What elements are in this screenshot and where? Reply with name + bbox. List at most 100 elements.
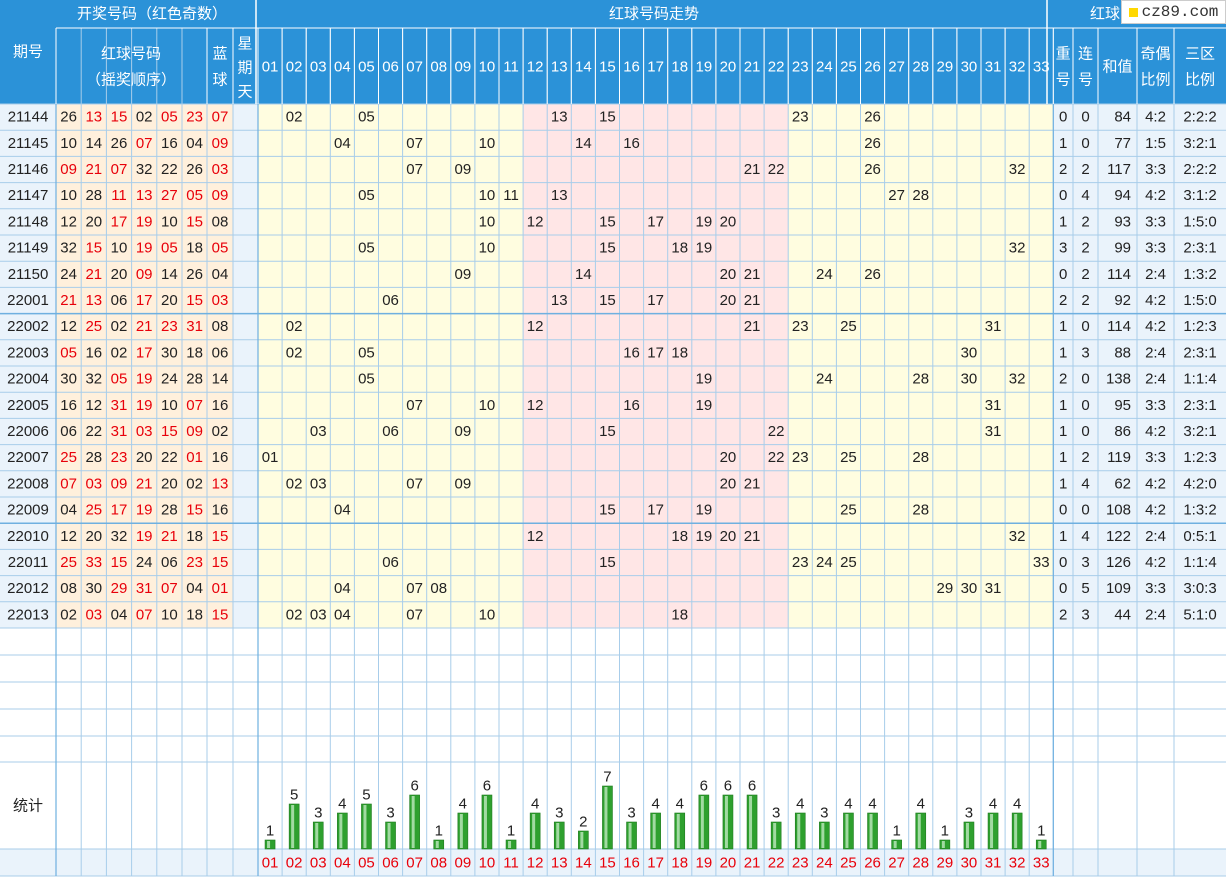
site-logo[interactable]: cz89.com bbox=[1121, 0, 1226, 24]
red-number-cell: 27 bbox=[161, 187, 178, 204]
trend-hit-cell: 25 bbox=[840, 502, 857, 519]
red-number-cell: 02 bbox=[60, 606, 77, 623]
red-number-cell: 04 bbox=[111, 606, 128, 623]
trend-hit-cell: 02 bbox=[286, 475, 303, 492]
zone-cell: 3:2:1 bbox=[1183, 135, 1216, 152]
sum-cell: 84 bbox=[1114, 109, 1131, 126]
trend-hit-cell: 04 bbox=[334, 606, 351, 623]
trend-hit-cell: 20 bbox=[720, 292, 737, 309]
period-cell: 22004 bbox=[7, 371, 49, 388]
red-number-cell: 10 bbox=[60, 135, 77, 152]
trend-hit-cell: 05 bbox=[358, 240, 375, 257]
red-number-cell: 28 bbox=[161, 502, 178, 519]
red-number-cell: 18 bbox=[186, 240, 203, 257]
bottom-number-15: 15 bbox=[599, 855, 616, 872]
consecutive-cell: 0 bbox=[1081, 371, 1089, 388]
period-cell: 22008 bbox=[7, 475, 49, 492]
trend-hit-cell: 28 bbox=[912, 371, 929, 388]
red-number-cell: 31 bbox=[111, 423, 128, 440]
zone-cell: 1:1:4 bbox=[1183, 371, 1216, 388]
stats-bar-shine bbox=[700, 796, 704, 848]
red-number-cell: 26 bbox=[60, 109, 77, 126]
red-number-cell: 20 bbox=[161, 292, 178, 309]
bottom-number-17: 17 bbox=[647, 855, 664, 872]
trend-hit-cell: 18 bbox=[671, 344, 688, 361]
bottom-number-27: 27 bbox=[888, 855, 905, 872]
trend-hit-cell: 10 bbox=[479, 606, 496, 623]
repeat-cell: 2 bbox=[1059, 371, 1067, 388]
period-cell: 21149 bbox=[8, 240, 49, 257]
zone-cell: 1:2:3 bbox=[1183, 318, 1216, 335]
red-number-cell: 15 bbox=[186, 213, 203, 230]
trend-hit-cell: 05 bbox=[358, 187, 375, 204]
red-number-cell: 31 bbox=[186, 318, 203, 335]
odd-even-cell: 2:4 bbox=[1145, 528, 1166, 545]
red-number-cell: 05 bbox=[186, 187, 203, 204]
trend-hit-cell: 25 bbox=[840, 554, 857, 571]
zone-cell: 1:1:4 bbox=[1183, 554, 1216, 571]
consecutive-cell: 3 bbox=[1081, 554, 1089, 571]
zone-cell: 1:5:0 bbox=[1183, 292, 1216, 309]
trend-hit-cell: 19 bbox=[696, 528, 713, 545]
trend-hit-cell: 20 bbox=[720, 266, 737, 283]
red-number-cell: 09 bbox=[136, 266, 153, 283]
red-number-cell: 19 bbox=[136, 371, 153, 388]
red-number-cell: 03 bbox=[136, 423, 153, 440]
header-consecutive: 连 bbox=[1078, 46, 1093, 63]
stats-bar-label: 3 bbox=[627, 805, 635, 822]
red-number-cell: 28 bbox=[85, 187, 102, 204]
repeat-cell: 2 bbox=[1059, 606, 1067, 623]
trend-hit-cell: 23 bbox=[792, 554, 809, 571]
stats-bar-label: 4 bbox=[459, 796, 467, 813]
consecutive-cell: 2 bbox=[1081, 213, 1089, 230]
header-number-33: 33 bbox=[1033, 59, 1050, 76]
odd-even-cell: 3:3 bbox=[1145, 449, 1166, 466]
red-number-cell: 04 bbox=[186, 135, 203, 152]
trend-hit-cell: 21 bbox=[744, 475, 761, 492]
zone-cell: 3:0:3 bbox=[1183, 580, 1216, 597]
blue-number-cell: 15 bbox=[212, 554, 229, 571]
period-cell: 22006 bbox=[7, 423, 49, 440]
trend-hit-cell: 31 bbox=[985, 423, 1002, 440]
sum-cell: 119 bbox=[1107, 449, 1131, 466]
bottom-number-30: 30 bbox=[961, 855, 978, 872]
consecutive-cell: 0 bbox=[1081, 318, 1089, 335]
sum-cell: 122 bbox=[1106, 528, 1131, 545]
red-number-cell: 15 bbox=[85, 240, 102, 257]
red-number-cell: 06 bbox=[161, 554, 178, 571]
trend-hit-cell: 17 bbox=[647, 292, 664, 309]
repeat-cell: 1 bbox=[1059, 213, 1067, 230]
stats-bar-shine bbox=[628, 823, 632, 848]
trend-hit-cell: 02 bbox=[286, 109, 303, 126]
red-number-cell: 19 bbox=[136, 240, 153, 257]
red-number-cell: 18 bbox=[186, 606, 203, 623]
red-number-cell: 22 bbox=[161, 449, 178, 466]
red-number-cell: 12 bbox=[85, 397, 102, 414]
trend-hit-cell: 23 bbox=[792, 109, 809, 126]
repeat-cell: 1 bbox=[1059, 318, 1067, 335]
period-cell: 22012 bbox=[7, 580, 49, 597]
consecutive-cell: 4 bbox=[1081, 528, 1089, 545]
stats-bar-label: 4 bbox=[796, 796, 804, 813]
stats-bar-label: 4 bbox=[676, 796, 684, 813]
stats-bar-label: 1 bbox=[266, 823, 274, 840]
odd-even-cell: 4:2 bbox=[1145, 187, 1166, 204]
red-number-cell: 04 bbox=[60, 502, 77, 519]
trend-hit-cell: 16 bbox=[623, 344, 640, 361]
consecutive-cell: 4 bbox=[1081, 187, 1089, 204]
red-number-cell: 19 bbox=[136, 397, 153, 414]
trend-hit-cell: 06 bbox=[382, 292, 399, 309]
header-number-08: 08 bbox=[430, 59, 447, 76]
consecutive-cell: 2 bbox=[1081, 292, 1089, 309]
red-number-cell: 21 bbox=[136, 318, 153, 335]
stats-bar-label: 4 bbox=[917, 796, 925, 813]
header-repeat: 号 bbox=[1056, 72, 1071, 89]
red-number-cell: 10 bbox=[161, 606, 178, 623]
red-number-cell: 05 bbox=[161, 109, 178, 126]
stats-bar-label: 3 bbox=[386, 805, 394, 822]
zone-cell: 1:2:3 bbox=[1183, 449, 1216, 466]
blue-number-cell: 09 bbox=[212, 135, 229, 152]
red-number-cell: 31 bbox=[136, 580, 153, 597]
zone-cell: 3:2:1 bbox=[1183, 423, 1216, 440]
